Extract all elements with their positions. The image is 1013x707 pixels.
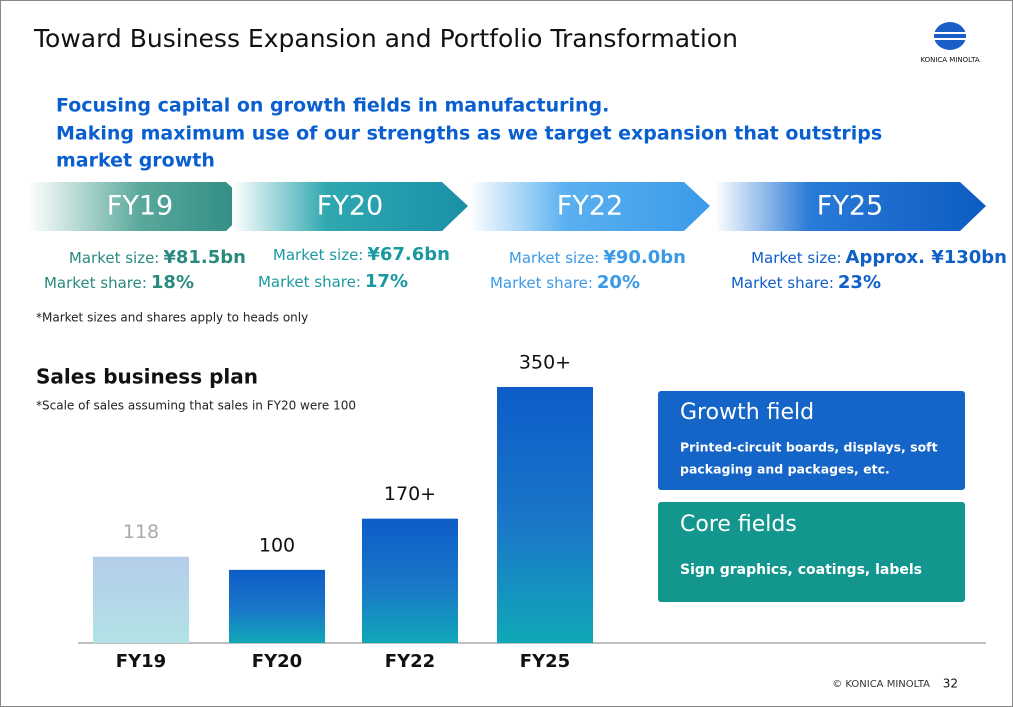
value: Approx. ¥130bn <box>846 247 1007 268</box>
value-label: 100 <box>259 534 295 556</box>
chart-subtitle: *Scale of sales assuming that sales in F… <box>36 399 356 413</box>
value: 18% <box>151 272 194 293</box>
x-tick-label: FY22 <box>385 651 435 672</box>
headline: Focusing capital on growth fields in man… <box>56 95 609 117</box>
field-text: packaging and packages, etc. <box>680 462 890 477</box>
arrow <box>470 182 710 231</box>
label: Market size: <box>509 249 599 267</box>
field-text: Printed-circuit boards, displays, soft <box>680 440 938 455</box>
period: FY25 <box>817 191 883 222</box>
field-box <box>658 391 965 490</box>
field-title: Growth field <box>680 400 814 425</box>
chart-title: Sales business plan <box>36 365 258 389</box>
market-share: Market share: 20% <box>490 272 640 293</box>
label: Market share: <box>731 274 834 292</box>
bar <box>362 518 458 643</box>
field-text: Sign graphics, coatings, labels <box>680 562 922 578</box>
x-tick-label: FY20 <box>252 651 302 672</box>
value: ¥90.0bn <box>603 247 686 268</box>
bar <box>229 569 325 643</box>
market-size: Market size: ¥90.0bn <box>509 247 686 268</box>
label: Market share: <box>258 273 361 291</box>
x-tick-label: FY25 <box>520 651 570 672</box>
headline: Making maximum use of our strengths as w… <box>56 123 882 145</box>
bar <box>93 556 189 643</box>
arrow <box>28 182 252 231</box>
market-share: Market share: 18% <box>44 272 194 293</box>
page-number: 32 <box>943 677 958 691</box>
logo-text: KONICA MINOLTA <box>920 56 979 64</box>
label: Market share: <box>44 274 147 292</box>
field-title: Core fields <box>680 512 797 537</box>
market-size: Market size: ¥67.6bn <box>273 244 450 265</box>
market-share: Market share: 23% <box>731 272 881 293</box>
logo-lines <box>934 32 966 40</box>
x-tick-label: FY19 <box>116 651 166 672</box>
logo-icon <box>934 22 966 50</box>
period: FY19 <box>107 191 173 222</box>
value-label: 350+ <box>519 352 571 374</box>
period: FY22 <box>557 191 623 222</box>
label: Market size: <box>69 249 159 267</box>
copyright: © KONICA MINOLTA <box>832 679 930 690</box>
label: Market share: <box>490 274 593 292</box>
value-label: 118 <box>123 521 159 543</box>
field-box <box>658 502 965 602</box>
bar <box>497 387 593 643</box>
title: Toward Business Expansion and Portfolio … <box>33 24 738 53</box>
value: ¥81.5bn <box>163 247 246 268</box>
arrow <box>715 182 986 231</box>
value: 23% <box>838 272 881 293</box>
value: 17% <box>365 271 408 292</box>
value-label: 170+ <box>384 483 436 505</box>
label: Market size: <box>273 246 363 264</box>
arrow <box>232 182 468 231</box>
note: *Market sizes and shares apply to heads … <box>36 311 308 325</box>
headline: market growth <box>56 150 215 172</box>
label: Market size: <box>751 249 841 267</box>
value: 20% <box>597 272 640 293</box>
market-size: Market size: ¥81.5bn <box>69 247 246 268</box>
market-share: Market share: 17% <box>258 271 408 292</box>
value: ¥67.6bn <box>367 244 450 265</box>
market-size: Market size: Approx. ¥130bn <box>751 247 1007 268</box>
period: FY20 <box>317 191 383 222</box>
